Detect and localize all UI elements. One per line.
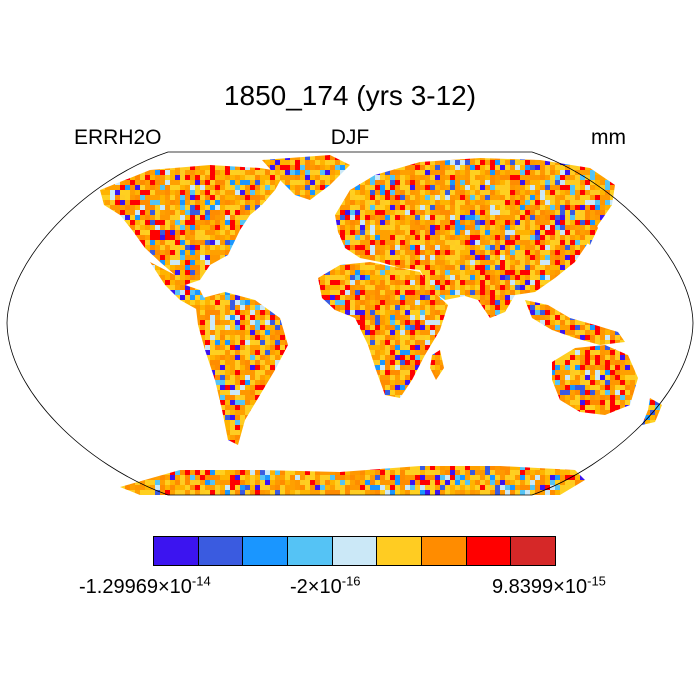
colorbar-swatch (511, 537, 556, 565)
colorbar-label-min: -1.29969×10-14 (79, 573, 211, 598)
plot-title: 1850_174 (yrs 3-12) (223, 80, 477, 111)
colorbar-swatch (422, 537, 467, 565)
colorbar-swatch (466, 537, 512, 565)
colorbar-swatch (198, 537, 244, 565)
colorbar (153, 536, 556, 566)
colorbar-swatch (377, 537, 423, 565)
colorbar-swatch (288, 537, 333, 565)
variable-label: ERRH2O (74, 126, 162, 149)
colorbar-swatch (332, 537, 378, 565)
season-label: DJF (330, 126, 370, 149)
colorbar-label-max: 9.8399×10-15 (492, 573, 606, 598)
units-label: mm (591, 126, 626, 149)
colorbar-swatch (243, 537, 289, 565)
colorbar-swatch (154, 537, 199, 565)
colorbar-label-mid: -2×10-16 (290, 573, 361, 598)
